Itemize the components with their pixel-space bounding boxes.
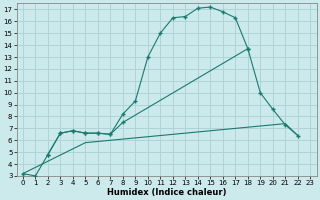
X-axis label: Humidex (Indice chaleur): Humidex (Indice chaleur): [107, 188, 226, 197]
